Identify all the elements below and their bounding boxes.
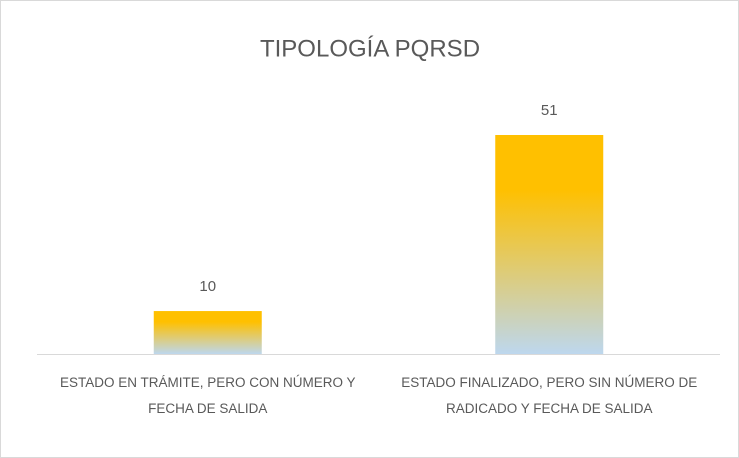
bar [495,135,604,354]
chart-title: TIPOLOGÍA PQRSD [260,35,480,62]
data-label: 10 [199,278,216,295]
x-tick-label: ESTADO EN TRÁMITE, PERO CON NÚMERO Y FEC… [59,375,356,416]
data-label: 51 [541,102,558,119]
bar [153,311,262,354]
x-tick-label: ESTADO FINALIZADO, PERO SIN NÚMERO DE RA… [401,375,698,416]
